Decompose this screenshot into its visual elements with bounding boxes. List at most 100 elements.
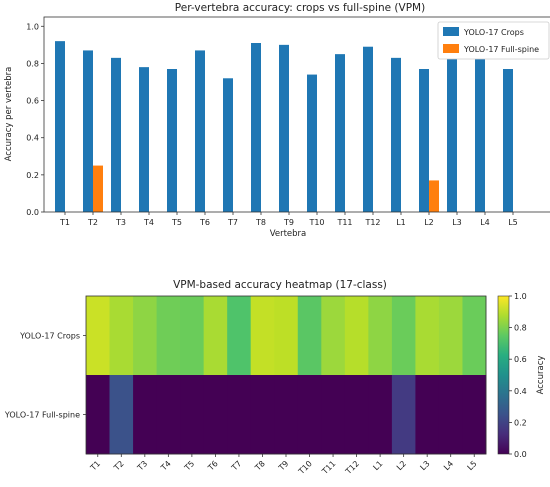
heatmap-cell-r1-t5 (180, 375, 205, 455)
heatmap-cell-r0-t4 (156, 296, 181, 376)
colorbar-label: Accuracy (536, 356, 546, 395)
heatmap-cell-r1-t10 (297, 375, 322, 455)
bar-x-tick-label-l3: L3 (452, 218, 462, 227)
heatmap-column-label-t6: T6 (206, 459, 220, 473)
heatmap-cell-r1-t4 (156, 375, 181, 455)
heatmap-cell-r1-t8 (250, 375, 275, 455)
bar-y-ticks: 0.0 0.2 0.4 0.6 0.8 1.0 (26, 22, 44, 217)
colorbar: 0.0 0.2 0.4 0.6 0.8 1.0 Accuracy (497, 292, 546, 459)
bar-crops-t9 (279, 44, 289, 212)
heatmap-cell-r1-t12 (344, 375, 369, 455)
legend-label-full-spine: YOLO-17 Full-spine (463, 45, 539, 54)
heatmap-cell-r0-l5 (462, 296, 487, 376)
bar-x-tick-label-t5: T5 (171, 218, 182, 227)
heatmap-row-labels: YOLO-17 Crops YOLO-17 Full-spine (4, 332, 86, 420)
heatmap-cell-r1-t1 (86, 375, 110, 455)
heatmap-column-label-l3: L3 (418, 459, 431, 472)
bar-crops-t12 (363, 46, 373, 212)
bar-x-tick-label-t12: T12 (364, 218, 380, 227)
heatmap-cell-r0-l1 (368, 296, 393, 376)
bar-legend: YOLO-17 Crops YOLO-17 Full-spine (437, 21, 550, 60)
bar-y-tick-label: 0.4 (26, 134, 39, 143)
heatmap-column-label-t11: T11 (320, 459, 338, 477)
colorbar-tick-label: 0.4 (514, 387, 527, 396)
bar-x-tick-label-t7: T7 (227, 218, 238, 227)
bar-plot-frame (43, 16, 550, 213)
heatmap-column-label-l4: L4 (442, 459, 455, 472)
bar-x-tick-label-l2: L2 (424, 218, 434, 227)
bar-crops-t1 (55, 41, 65, 213)
bar-x-tick-label-t9: T9 (283, 218, 294, 227)
bar-crops-t8 (251, 43, 261, 212)
heatmap-cell-r0-t9 (274, 296, 299, 376)
heatmap-cell-r1-t9 (274, 375, 299, 455)
heatmap-column-label-t7: T7 (229, 459, 243, 473)
heatmap-cell-r0-l4 (438, 296, 463, 376)
bar-x-tick-label-t11: T11 (336, 218, 352, 227)
bar-x-tick-label-l5: L5 (508, 218, 518, 227)
heatmap-cell-r0-t1 (86, 296, 110, 376)
heatmap-column-label-t2: T2 (112, 459, 126, 473)
heatmap-cells (86, 296, 487, 455)
heatmap-column-label-t1: T1 (88, 459, 102, 473)
bar-crops-l4 (475, 54, 485, 213)
bar-legend-box (437, 21, 550, 60)
bar-crops-t3 (111, 57, 121, 212)
heatmap-cell-r1-l3 (415, 375, 440, 455)
heatmap-cell-r1-l5 (462, 375, 487, 455)
colorbar-gradient (497, 295, 510, 455)
heatmap-column-label-l1: L1 (371, 459, 384, 472)
colorbar-tick-label: 0.0 (514, 450, 527, 459)
colorbar-tick-label: 0.8 (514, 324, 527, 333)
bar-x-tick-label-t3: T3 (115, 218, 126, 227)
heatmap-cell-r0-t5 (180, 296, 205, 376)
bar-full-spine-t2 (93, 165, 103, 212)
heatmap-cell-r0-l2 (391, 296, 416, 376)
heatmap-cell-r0-t7 (227, 296, 252, 376)
heatmap-column-label-t3: T3 (135, 459, 149, 473)
bar-crops-l1 (391, 57, 401, 212)
heatmap-cell-r0-t2 (109, 296, 134, 376)
bar-y-tick-label: 1.0 (26, 22, 39, 31)
heatmap-column-label-t4: T4 (159, 459, 173, 473)
bar-crops-t5 (167, 69, 177, 212)
heatmap-chart: VPM-based accuracy heatmap (17-class) YO… (4, 279, 546, 477)
legend-swatch-crops (443, 27, 459, 36)
colorbar-tick-label: 0.2 (514, 418, 527, 427)
heatmap-column-label-l5: L5 (466, 459, 479, 472)
heatmap-cell-r1-t3 (133, 375, 157, 455)
bar-crops-l5 (503, 69, 513, 212)
bar-y-tick-label: 0.0 (26, 208, 39, 217)
bar-crops-t2 (83, 50, 93, 212)
bar-x-axis-label: Vertebra (270, 229, 307, 239)
bar-x-tick-label-t10: T10 (308, 218, 324, 227)
bar-crops-t4 (139, 67, 149, 213)
bar-crops-t6 (195, 50, 205, 212)
legend-label-crops: YOLO-17 Crops (463, 28, 524, 37)
heatmap-cell-r0-t11 (321, 296, 346, 376)
heatmap-cell-r1-t6 (203, 375, 228, 455)
heatmap-column-label-t12: T12 (343, 459, 361, 477)
bar-y-tick-label: 0.8 (26, 59, 39, 68)
heatmap-title: VPM-based accuracy heatmap (17-class) (173, 279, 387, 291)
bar-crops-t10 (307, 74, 317, 212)
colorbar-tick-label: 1.0 (514, 292, 527, 301)
bar-x-tick-label-l1: L1 (396, 218, 406, 227)
heatmap-cell-r1-l4 (438, 375, 463, 455)
bar-y-axis-label: Accuracy per vertebra (4, 67, 14, 162)
heatmap-column-labels: T1 T2 T3 T4 T5 T6 T7 T8 T9 T10 T11 T12 L1 L2 L3 L4 L5 (88, 454, 479, 477)
bar-crops-t7 (223, 78, 233, 213)
bar-x-tick-label-t2: T2 (87, 218, 98, 227)
bar-x-ticks: T1 T2 T3 T4 T5 T6 T7 T8 T9 T10 T11 T12 L1 L2 L3 L4 L5 (59, 212, 518, 227)
bar-series (55, 41, 513, 213)
bar-y-tick-label: 0.6 (26, 97, 39, 106)
heatmap-cell-r0-t10 (297, 296, 322, 376)
bar-chart-title: Per-vertebra accuracy: crops vs full-spi… (175, 2, 425, 14)
bar-crops-l2 (419, 69, 429, 212)
heatmap-cell-r0-t6 (203, 296, 228, 376)
heatmap-row-label: YOLO-17 Crops (19, 332, 80, 341)
heatmap-column-label-t8: T8 (253, 459, 267, 473)
heatmap-column-label-t5: T5 (182, 459, 196, 473)
heatmap-column-label-l2: L2 (395, 459, 408, 472)
